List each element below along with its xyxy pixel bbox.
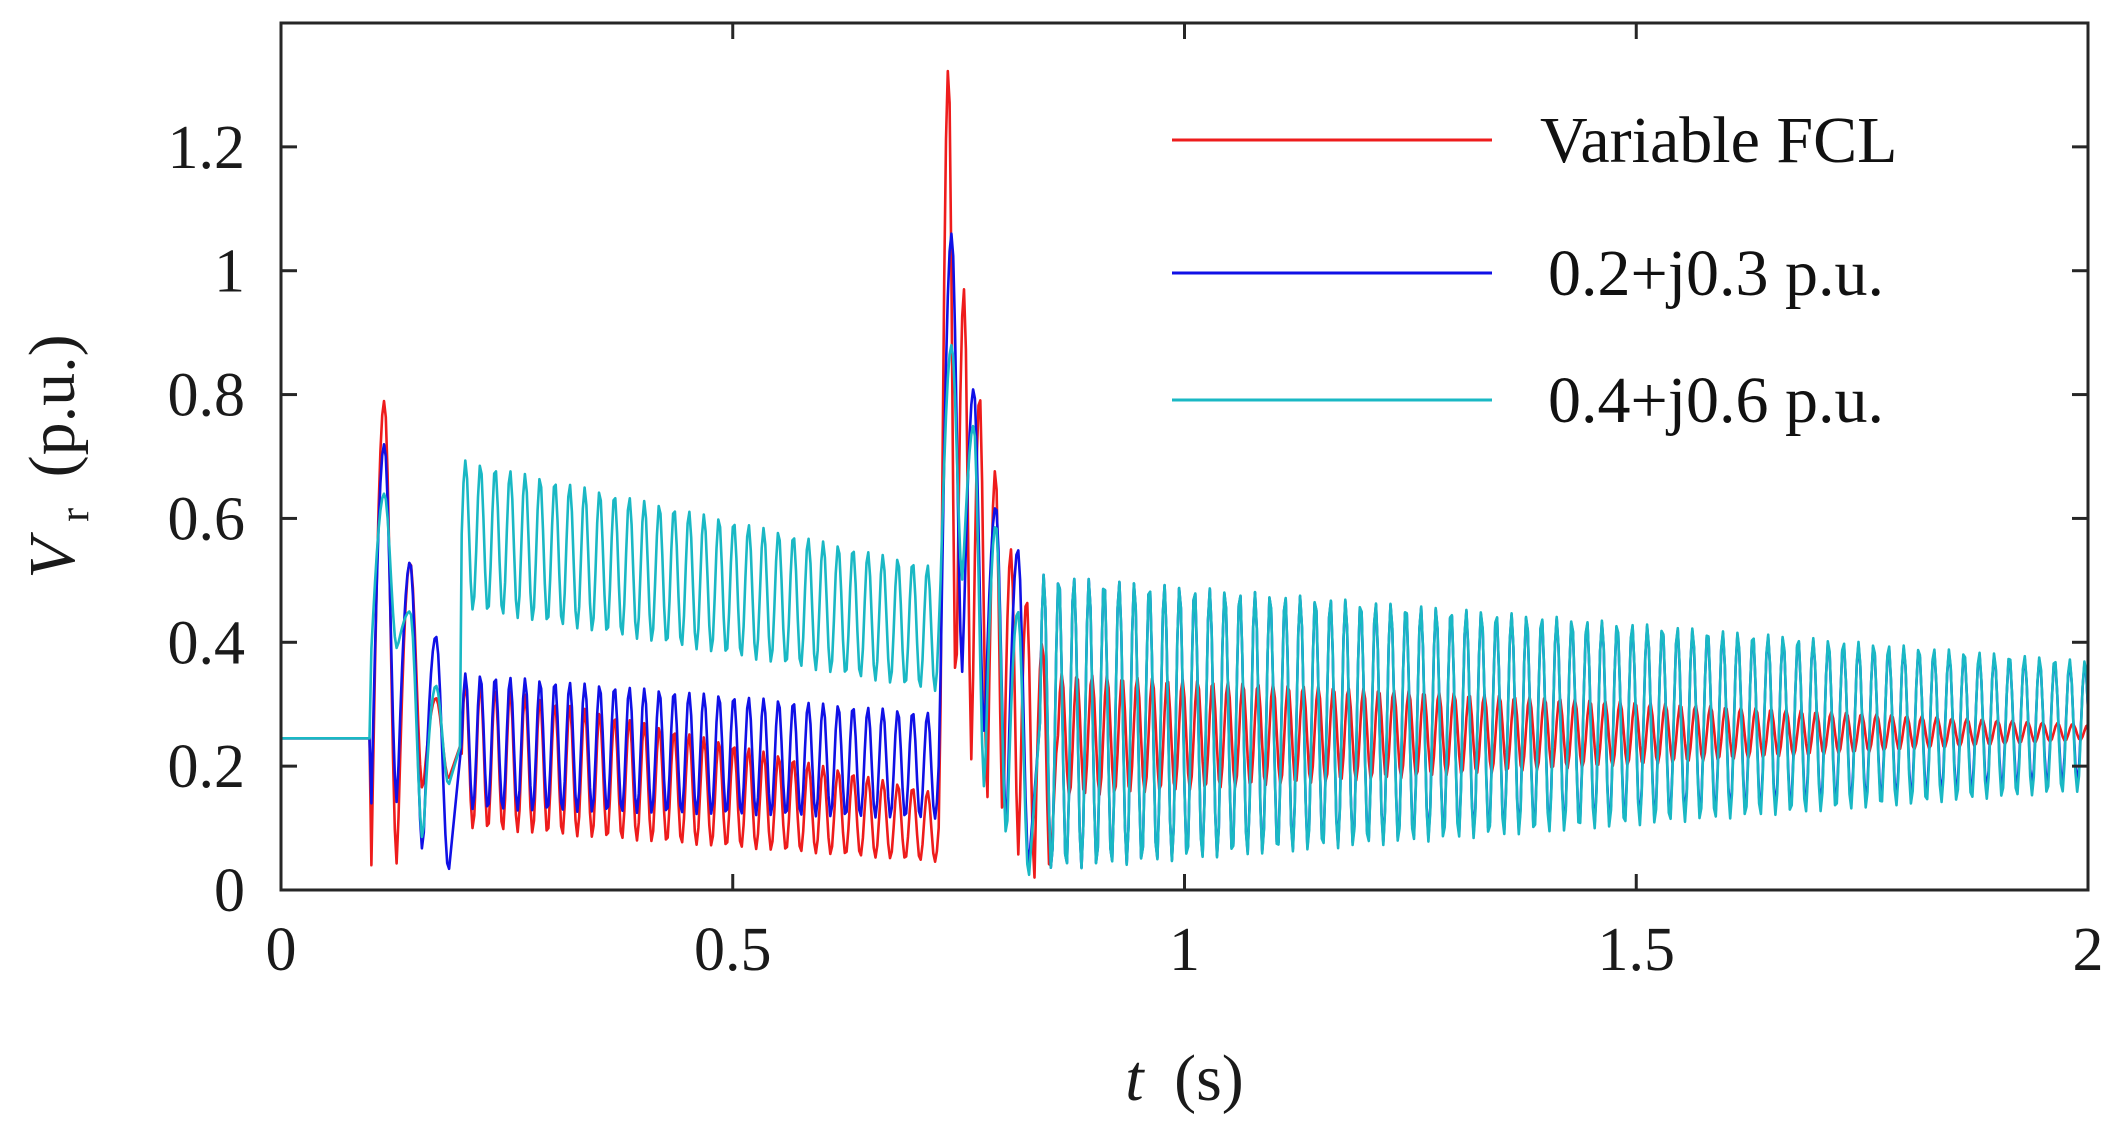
x-tick-label: 0.5 — [694, 916, 772, 984]
y-tick-label: 1.2 — [168, 114, 246, 182]
series-layer — [281, 69, 2088, 879]
y-tick-label: 0 — [214, 857, 245, 925]
series-line-2 — [281, 343, 2088, 877]
x-tick-label: 1.5 — [1598, 916, 1676, 984]
y-axis-unit: (p.u.) — [16, 334, 89, 477]
y-tick-label: 0.4 — [168, 609, 246, 677]
y-tick-label: 0.2 — [168, 733, 246, 801]
y-axis-subscript: r — [52, 508, 98, 522]
legend-label-variable-fcl: Variable FCL — [1540, 104, 1897, 177]
x-axis-label: t (s) — [1125, 1042, 1244, 1115]
y-tick-label: 0.8 — [168, 362, 246, 430]
x-axis-unit: (s) — [1174, 1042, 1244, 1115]
x-tick-label: 1 — [1169, 916, 1200, 984]
legend-label-0-4-j0-6: 0.4+j0.6 p.u. — [1548, 364, 1884, 437]
x-tick-label: 0 — [266, 916, 297, 984]
legend: Variable FCL 0.2+j0.3 p.u. 0.4+j0.6 p.u. — [1172, 104, 1897, 437]
legend-label-0-2-j0-3: 0.2+j0.3 p.u. — [1548, 237, 1884, 310]
y-axis-label: V r (p.u.) — [16, 334, 103, 578]
y-tick-label: 1 — [214, 238, 245, 306]
y-tick-label: 0.6 — [168, 485, 246, 553]
ticks-layer: 0 0.5 1 1.5 2 0 0.2 0.4 0.6 0.8 1 1.2 — [168, 23, 2104, 984]
y-axis-var: V — [16, 532, 89, 579]
x-tick-label: 2 — [2073, 916, 2104, 984]
x-axis-var: t — [1125, 1042, 1145, 1115]
